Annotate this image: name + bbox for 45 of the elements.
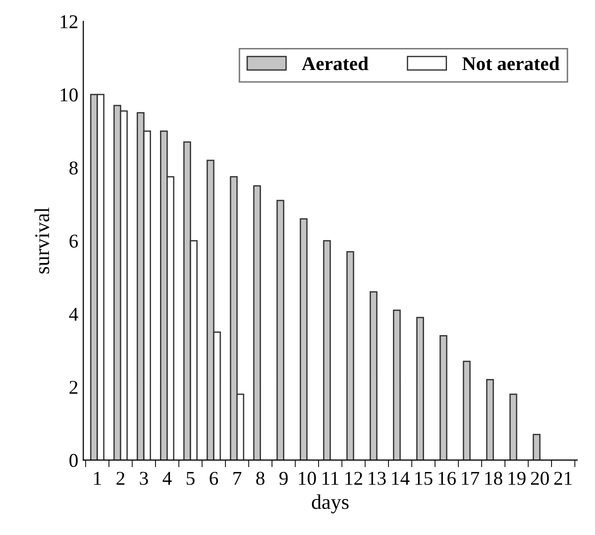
x-tick-label: 17 (462, 472, 480, 485)
x-tick-label: 11 (322, 472, 338, 485)
x-tick-label: 2 (116, 472, 124, 485)
y-tick-label: 4 (69, 308, 78, 321)
y-tick-label: 10 (60, 88, 78, 102)
legend-label: Not aerated (462, 56, 560, 70)
bar (462, 360, 471, 460)
bar (346, 251, 354, 460)
x-tick-label: 19 (508, 472, 526, 485)
bar (300, 218, 308, 460)
y-tick-label: 12 (60, 15, 78, 28)
x-tick-label: 16 (438, 472, 456, 485)
legend-label: Aerated (302, 56, 368, 70)
y-tick-label: 6 (70, 234, 78, 248)
x-tick-label: 9 (279, 472, 288, 485)
x-tick-label: 5 (186, 472, 195, 485)
bar (509, 394, 518, 460)
x-tick-label: 15 (415, 472, 432, 485)
x-tick-label: 12 (346, 472, 362, 485)
x-tick-label: 4 (162, 472, 172, 485)
y-tick-label: 8 (69, 161, 78, 175)
x-tick-label: 14 (392, 472, 410, 485)
bar (486, 379, 494, 460)
bar (440, 335, 448, 460)
y-tick-label: 0 (69, 454, 78, 468)
x-tick-label: 20 (531, 472, 549, 485)
x-tick-label: 10 (298, 472, 316, 485)
x-tick-label: 3 (140, 472, 148, 485)
x-tick-label: 8 (256, 472, 264, 485)
x-axis-title: days (312, 494, 349, 514)
y-axis-title: survival (34, 208, 50, 274)
x-tick-label: 18 (485, 472, 502, 485)
x-tick-label: 13 (368, 472, 386, 485)
bar (253, 185, 261, 460)
bar (532, 434, 541, 460)
x-tick-label: 21 (554, 472, 572, 485)
bar (370, 291, 378, 460)
bar (392, 310, 401, 460)
x-tick-label: 7 (233, 472, 242, 485)
bar (323, 240, 331, 460)
x-tick-label: 6 (210, 472, 218, 485)
x-tick-label: 1 (94, 472, 101, 485)
bar (276, 200, 284, 460)
bar (416, 316, 424, 460)
y-tick-label: 2 (70, 380, 78, 394)
